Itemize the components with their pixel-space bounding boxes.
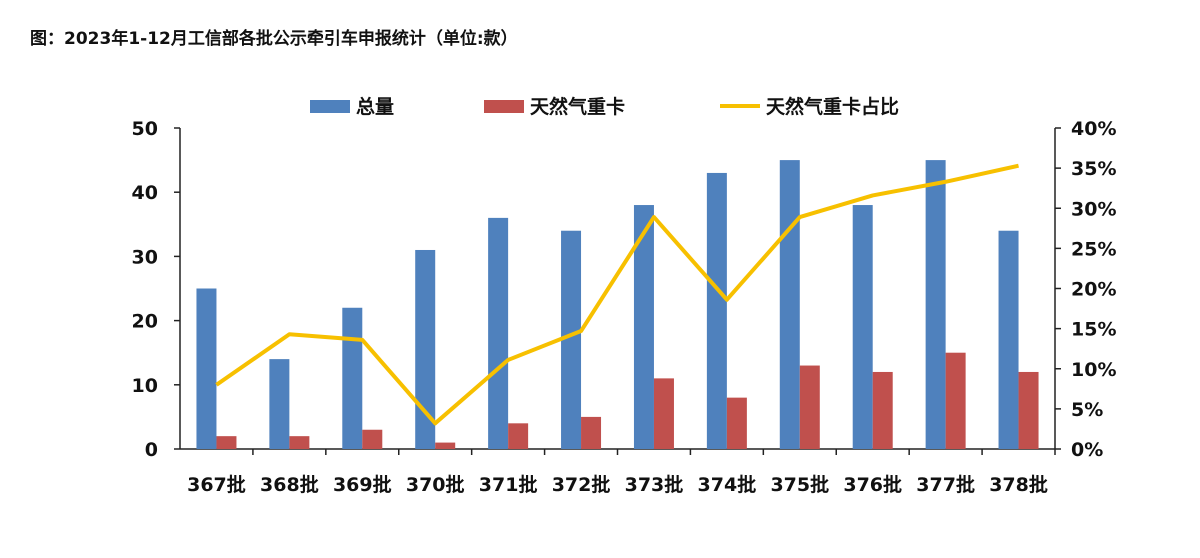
bar-lng [508,423,529,449]
bar-total [415,249,436,449]
y-right-tick-label: 0% [1071,439,1103,461]
y-left-tick-label: 50 [132,118,158,140]
y-right-tick-label: 40% [1071,118,1116,140]
legend-swatch [484,100,524,113]
x-tick-label: 368批 [260,474,319,496]
x-tick-label: 369批 [333,474,392,496]
bar-total [706,172,727,449]
x-tick-label: 372批 [552,474,611,496]
bar-lng [362,429,383,449]
bar-total [196,288,217,449]
x-tick-label: 375批 [770,474,829,496]
bar-lng [799,365,820,449]
x-tick-label: 367批 [187,474,246,496]
y-right-tick-label: 25% [1071,238,1116,260]
bar-total [779,160,800,449]
x-tick-label: 373批 [625,474,684,496]
x-tick-label: 374批 [698,474,757,496]
bar-total [561,230,582,449]
bar-lng [653,378,674,449]
chart-title: 图：2023年1-12月工信部各批公示牵引车申报统计（单位:款） [30,29,518,49]
y-left-tick-label: 0 [145,439,158,461]
y-right-tick-label: 30% [1071,198,1116,220]
bar-lng [726,397,747,449]
bar-total [998,230,1019,449]
y-left-tick-label: 30 [132,246,158,268]
bar-total [852,205,873,449]
bar-total [488,217,509,449]
bar-lng [289,436,310,449]
y-left-tick-label: 20 [132,311,158,333]
plot-area: 0 10 20 30 40 50 0% 5% 10% 15% 20% 25% 30% 35% 40% 367批… [132,95,1117,496]
x-tick-label: 377批 [916,474,975,496]
bar-total [633,205,654,449]
bar-total [342,307,363,449]
bar-total [269,359,290,449]
line-ratio [215,163,1019,426]
y-left-tick-label: 40 [132,182,158,204]
legend-label: 天然气重卡占比 [766,95,899,118]
bar-lng [872,371,893,449]
bar-lng [216,436,237,449]
bar-lng [435,442,456,449]
y-right-tick-label: 10% [1071,359,1116,381]
bar-lng [581,416,602,449]
bar-lng [945,352,966,449]
x-tick-label: 376批 [843,474,902,496]
y-right-tick-label: 15% [1071,319,1116,341]
legend-label: 天然气重卡 [530,95,625,118]
legend-label: 总量 [356,95,394,118]
y-left-tick-label: 10 [132,375,158,397]
y-right-tick-label: 5% [1071,399,1103,421]
x-tick-label: 370批 [406,474,465,496]
x-tick-label: 371批 [479,474,538,496]
bar-lng [1018,371,1039,449]
legend-swatch [310,100,350,113]
bar-total [925,160,946,449]
y-right-tick-label: 35% [1071,158,1116,180]
y-right-tick-label: 20% [1071,279,1116,301]
x-tick-label: 378批 [989,474,1048,496]
